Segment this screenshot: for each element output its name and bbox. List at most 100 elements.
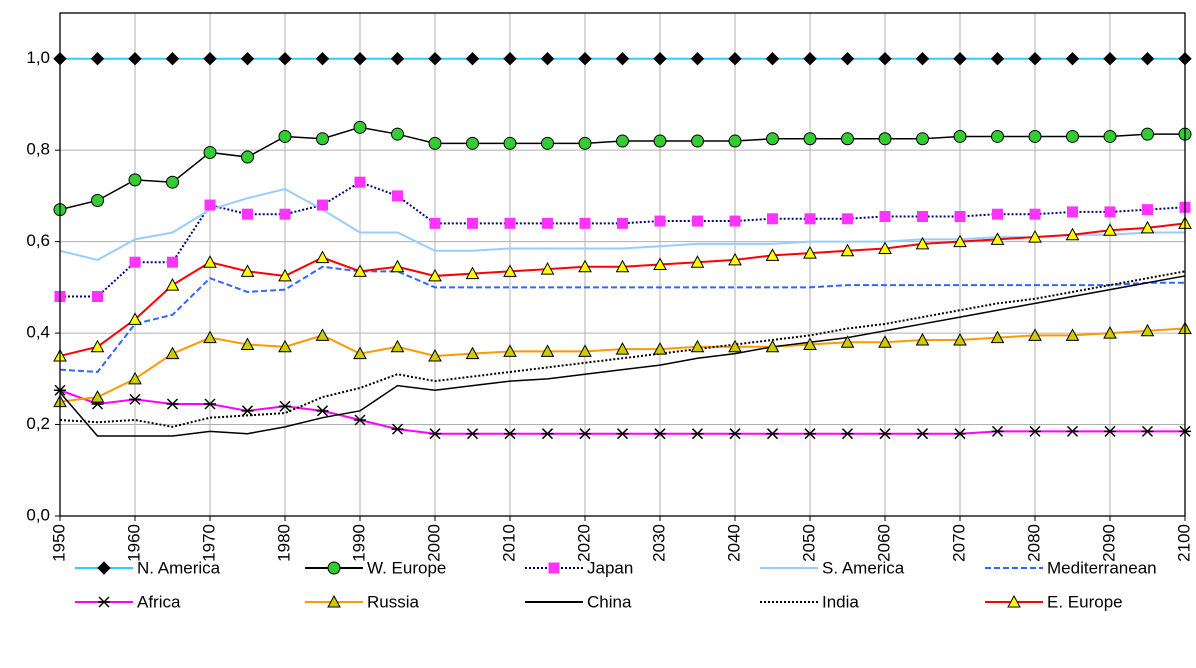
marker xyxy=(1140,52,1155,66)
marker xyxy=(654,428,666,440)
marker xyxy=(953,332,967,346)
marker xyxy=(541,428,554,440)
marker xyxy=(242,208,253,220)
series-line xyxy=(59,327,1186,403)
marker xyxy=(804,213,816,225)
legend-label: India xyxy=(822,592,859,611)
marker xyxy=(428,268,442,282)
marker xyxy=(503,52,517,66)
marker xyxy=(691,134,704,148)
marker xyxy=(1067,206,1078,218)
marker xyxy=(954,428,966,440)
marker xyxy=(97,561,111,575)
marker xyxy=(278,52,292,66)
marker xyxy=(279,208,291,220)
marker xyxy=(129,393,141,405)
marker xyxy=(128,371,142,385)
marker xyxy=(690,255,705,268)
marker xyxy=(766,132,779,146)
marker xyxy=(804,428,816,440)
legend-label: Russia xyxy=(367,592,420,611)
legend-item: India xyxy=(760,592,859,611)
marker xyxy=(841,428,854,440)
series-line xyxy=(60,181,1186,298)
marker xyxy=(203,145,217,159)
marker xyxy=(467,217,478,229)
legend-label: Japan xyxy=(587,558,633,577)
legend-label: N. America xyxy=(137,558,221,577)
marker xyxy=(729,215,741,227)
marker xyxy=(278,129,292,143)
marker xyxy=(1141,425,1154,437)
marker xyxy=(1029,425,1041,437)
marker xyxy=(803,132,817,146)
marker xyxy=(166,175,179,189)
marker xyxy=(917,210,928,222)
marker xyxy=(615,52,630,66)
marker xyxy=(165,346,180,360)
marker xyxy=(690,52,705,66)
marker xyxy=(542,217,553,229)
axes: 0,0 0,2 0,4 0,6 0,8 1,0 1950 1960 1970 1980 1990 20… xyxy=(26,48,1193,562)
marker xyxy=(128,312,142,325)
marker xyxy=(92,291,103,303)
y-tick-label: 1,0 xyxy=(26,48,50,67)
marker xyxy=(765,248,780,261)
marker xyxy=(654,215,666,227)
y-tick-label: 0,4 xyxy=(26,323,50,342)
marker xyxy=(465,266,480,280)
lines xyxy=(59,57,1186,437)
marker xyxy=(503,264,517,277)
marker xyxy=(1065,328,1080,341)
marker xyxy=(466,136,479,150)
marker xyxy=(1029,208,1041,220)
marker xyxy=(579,217,591,229)
marker xyxy=(653,342,667,355)
marker xyxy=(241,150,254,164)
marker xyxy=(915,52,930,66)
marker xyxy=(465,52,480,66)
marker xyxy=(617,217,628,229)
markers xyxy=(53,52,1192,440)
marker xyxy=(991,425,1004,437)
marker xyxy=(803,52,817,66)
marker xyxy=(578,344,592,357)
marker xyxy=(353,264,367,277)
marker xyxy=(653,257,667,270)
marker xyxy=(990,232,1005,245)
marker xyxy=(1104,206,1116,218)
marker xyxy=(916,428,929,440)
x-tick-label: 1970 xyxy=(199,524,218,562)
marker xyxy=(916,132,929,146)
marker xyxy=(240,52,255,66)
marker xyxy=(353,120,367,134)
marker xyxy=(203,255,217,268)
marker xyxy=(353,346,367,360)
marker xyxy=(578,136,592,150)
marker xyxy=(315,52,330,66)
marker xyxy=(690,339,705,353)
marker xyxy=(241,405,254,417)
marker xyxy=(803,246,817,259)
marker xyxy=(540,52,555,66)
marker xyxy=(990,52,1005,66)
marker xyxy=(953,52,967,66)
marker xyxy=(165,278,180,291)
marker xyxy=(765,52,780,66)
marker xyxy=(316,132,329,146)
x-tick-label: 2020 xyxy=(574,524,593,562)
x-tick-label: 2070 xyxy=(949,524,968,562)
marker xyxy=(204,199,216,211)
marker xyxy=(429,217,441,229)
marker xyxy=(840,335,855,348)
marker xyxy=(615,342,630,355)
marker xyxy=(1028,129,1042,143)
legend-item: S. America xyxy=(760,558,905,577)
y-tick-label: 0,8 xyxy=(26,140,50,159)
marker xyxy=(327,561,341,575)
marker xyxy=(240,264,255,277)
marker xyxy=(390,259,405,273)
marker xyxy=(504,217,516,229)
plot-frame xyxy=(59,12,1186,517)
